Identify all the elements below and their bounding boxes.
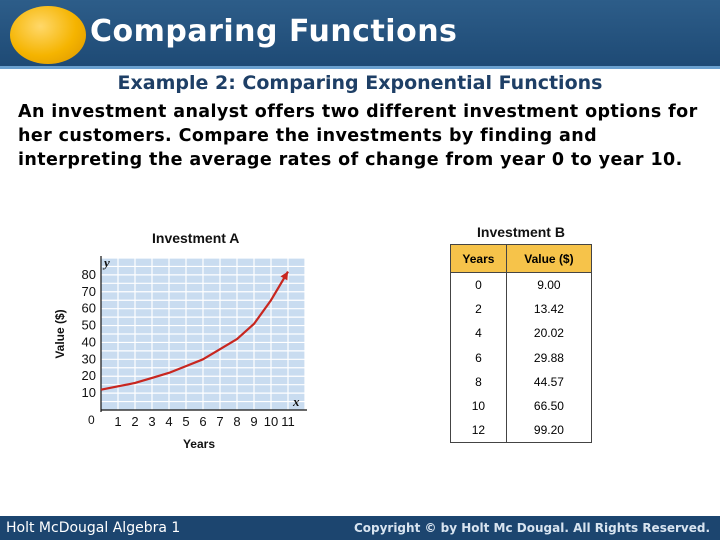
table-cell-value: 13.42 [533, 301, 564, 316]
table-cell-years: 4 [450, 321, 507, 346]
table-cell-years: 8 [450, 369, 507, 394]
table-title: Investment B [477, 224, 565, 240]
table-cell-value: 29.88 [533, 350, 564, 365]
table-header-value: Value ($) [506, 244, 592, 273]
y-tick-label: 50 [82, 318, 96, 333]
header-orb-decoration [10, 6, 86, 64]
y-tick-label: 30 [82, 351, 96, 366]
graph-title: Investment A [152, 230, 240, 246]
table-cell-years: 6 [450, 345, 507, 370]
table-row: 6 29.88 [450, 345, 592, 370]
table-row: 10 66.50 [450, 393, 592, 419]
y-tick-label: 40 [82, 334, 96, 349]
x-axis-label: Years [183, 437, 215, 451]
investment-b-table: Years Value ($) 0 9.00 2 13.42 4 20.02 6 29.… [450, 244, 592, 444]
footer-bar [0, 516, 720, 540]
header-rule [0, 66, 720, 69]
y-tick-label: 80 [82, 267, 96, 282]
table-row: 8 44.57 [450, 369, 592, 394]
x-tick-label: 6 [199, 414, 206, 429]
x-tick-label: 2 [131, 414, 138, 429]
table-row: 12 99.20 [450, 418, 592, 443]
y-tick-label: 10 [82, 385, 96, 400]
problem-statement: An investment analyst offers two differe… [18, 102, 698, 170]
investment-a-curve [100, 270, 289, 391]
x-tick-label: 7 [216, 414, 223, 429]
table-cell-value: 99.20 [533, 423, 564, 438]
graph-axes [100, 256, 307, 412]
x-tick-label: 5 [182, 414, 189, 429]
table-cell-years: 10 [450, 393, 507, 419]
table-cell-value: 44.57 [533, 374, 564, 389]
y-tick-label: 70 [82, 284, 96, 299]
table-cell-value: 20.02 [533, 326, 564, 341]
graph-grid [100, 257, 306, 411]
table-cell-value: 66.50 [533, 399, 564, 414]
x-tick-label: 10 [264, 414, 278, 429]
table-header-years: Years [450, 244, 507, 273]
y-axis-label: Value ($) [53, 309, 67, 358]
footer-book-title: Holt McDougal Algebra 1 [6, 520, 181, 536]
x-axis-letter: x [292, 394, 300, 409]
table-row: 2 13.42 [450, 296, 592, 322]
origin-label: 0 [88, 413, 95, 427]
x-tick-label: 4 [165, 414, 172, 429]
header-bar [0, 0, 720, 66]
x-tick-label: 8 [233, 414, 240, 429]
table-row: 4 20.02 [450, 321, 592, 346]
y-axis-letter: y [102, 255, 110, 270]
table-cell-years: 2 [450, 296, 507, 322]
example-title: Example 2: Comparing Exponential Functio… [117, 72, 603, 94]
table-cell-years: 0 [450, 272, 507, 297]
x-tick-label: 3 [148, 414, 155, 429]
y-tick-label: 20 [82, 368, 96, 383]
y-tick-label: 60 [82, 301, 96, 316]
table-cell-years: 12 [450, 418, 507, 443]
x-tick-label: 1 [114, 414, 121, 429]
curve-arrowhead [280, 271, 288, 281]
x-tick-label: 9 [250, 414, 257, 429]
graph-curve [100, 270, 289, 391]
table-cell-value: 9.00 [537, 277, 561, 292]
x-tick-label: 11 [281, 414, 295, 429]
footer-copyright: Copyright © by Holt Mc Dougal. All Right… [353, 521, 710, 535]
page-title: Comparing Functions [90, 14, 458, 49]
table-row: 0 9.00 [450, 272, 592, 297]
